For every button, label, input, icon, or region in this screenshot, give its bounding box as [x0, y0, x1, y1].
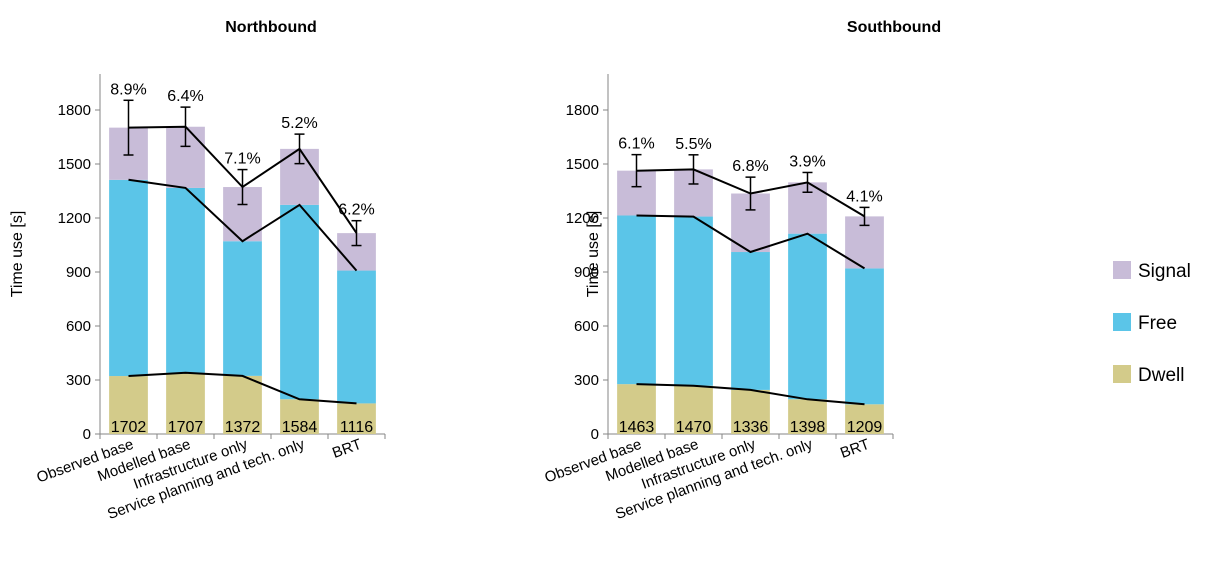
data-label-total: 1209 [847, 419, 883, 436]
legend: Signal Free Dwell [1113, 261, 1191, 386]
chart-panel-northbound: Northbound Time use [s] 0 300 600 900 1200 1500… [9, 19, 386, 523]
data-label-total: 1584 [282, 419, 318, 436]
bar-segment-dwell [280, 399, 319, 434]
y-tick-label: 1200 [566, 210, 599, 227]
bar-segment-dwell [788, 399, 827, 434]
bar-segment-free [731, 252, 770, 390]
bar-segment-dwell [337, 403, 376, 434]
legend-swatch-dwell [1113, 365, 1131, 383]
bar-segment-free [223, 241, 262, 376]
legend-label: Dwell [1138, 365, 1184, 386]
bar-segment-free [845, 268, 884, 405]
y-tick-label: 300 [574, 372, 599, 389]
data-label-percent: 6.2% [338, 202, 374, 219]
bar-segment-free [109, 179, 148, 377]
y-tick-label: 900 [574, 264, 599, 281]
data-label-total: 1116 [340, 419, 373, 436]
data-label-percent: 6.1% [618, 136, 654, 153]
data-label-total: 1470 [676, 419, 712, 436]
data-label-percent: 6.8% [732, 158, 768, 175]
y-axis-label: Time use [s] [585, 211, 602, 298]
y-tick-label: 300 [66, 372, 91, 389]
series-line-total [636, 168, 866, 218]
y-tick-label: 600 [66, 318, 91, 335]
bar-segment-dwell [223, 375, 262, 434]
bar-segment-free [280, 204, 319, 400]
chart-title: Northbound [225, 19, 317, 36]
chart-title: Southbound [847, 19, 941, 36]
data-label-percent: 8.9% [110, 81, 146, 98]
data-label-total: 1372 [225, 419, 261, 436]
series-line-free [636, 214, 866, 270]
data-label-total: 1336 [733, 419, 769, 436]
x-tick-label: BRT [330, 436, 364, 462]
data-label-total: 1463 [619, 419, 655, 436]
data-label-percent: 5.2% [281, 115, 317, 132]
y-tick-label: 0 [83, 426, 91, 443]
bar-segment-dwell [166, 372, 205, 434]
bar-segment-free [788, 233, 827, 400]
bar-segment-dwell [845, 404, 884, 434]
y-axis-label: Time use [s] [9, 211, 26, 298]
bar-segment-free [166, 187, 205, 373]
y-tick-label: 1200 [58, 210, 91, 227]
y-tick-label: 600 [574, 318, 599, 335]
data-label-percent: 7.1% [224, 151, 260, 168]
y-tick-label: 1500 [566, 156, 599, 173]
bar-segment-free [674, 216, 713, 386]
bar-segment-dwell [109, 376, 148, 434]
y-tick-label: 900 [66, 264, 91, 281]
data-label-total: 1702 [111, 419, 147, 436]
series-line-dwell [636, 383, 865, 406]
bar-segment-free [337, 270, 376, 404]
bar-segment-dwell [617, 384, 656, 434]
series-line-dwell [128, 371, 357, 405]
chart-panel-southbound: Southbound Time use [s] 0 300 600 900 1200 1500… [542, 19, 941, 523]
y-tick-label: 1500 [58, 156, 91, 173]
data-label-percent: 6.4% [167, 88, 203, 105]
bar-segment-dwell [731, 389, 770, 434]
legend-swatch-signal [1113, 261, 1131, 279]
data-label-percent: 4.1% [846, 188, 882, 205]
data-label-percent: 5.5% [675, 136, 711, 153]
data-label-percent: 3.9% [789, 153, 825, 170]
legend-label: Free [1138, 313, 1177, 334]
legend-label: Signal [1138, 261, 1191, 282]
legend-swatch-free [1113, 313, 1131, 331]
data-label-total: 1398 [790, 419, 826, 436]
series-line-total [128, 125, 358, 234]
y-tick-label: 0 [591, 426, 599, 443]
bar-segment-dwell [674, 385, 713, 434]
y-tick-label: 1800 [58, 102, 91, 119]
series-line-free [128, 178, 358, 272]
y-tick-label: 1800 [566, 102, 599, 119]
data-label-total: 1707 [168, 419, 204, 436]
bar-segment-free [617, 215, 656, 385]
x-tick-label: BRT [838, 436, 872, 462]
